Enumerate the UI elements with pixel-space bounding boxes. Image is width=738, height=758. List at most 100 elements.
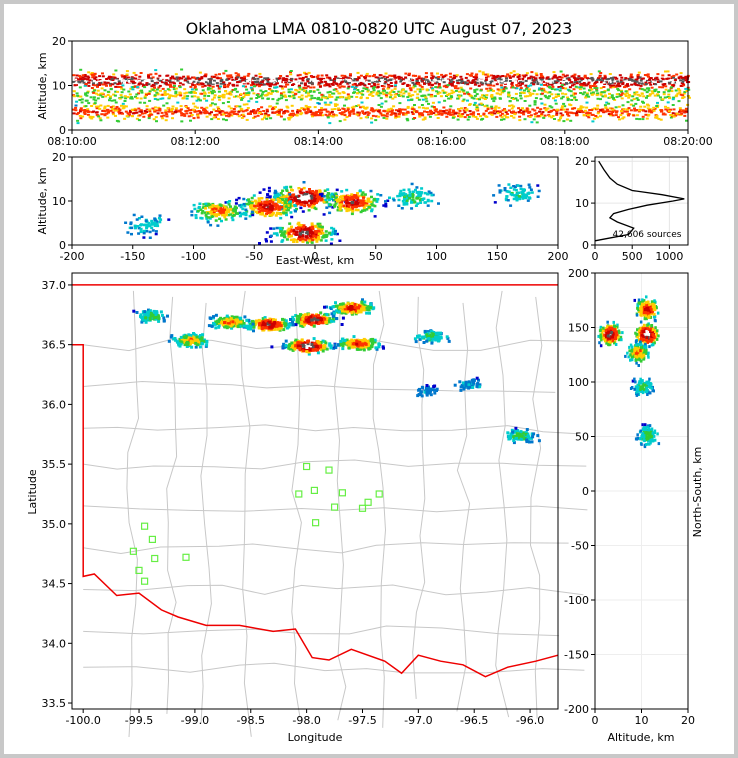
source-point [218,203,222,206]
source-point [99,119,103,122]
source-point [667,79,671,82]
source-point [145,111,149,113]
source-point [417,83,421,86]
source-point [111,83,115,86]
source-point [344,110,347,113]
source-point [493,112,497,115]
source-point [582,84,586,87]
source-point [519,88,522,91]
source-point [144,92,148,95]
source-point [296,74,300,77]
source-point [86,78,90,81]
source-point [317,77,321,80]
source-point [359,117,363,120]
source-point [540,102,544,105]
source-point [393,74,397,77]
source-point [303,71,306,74]
source-point [555,113,559,116]
source-point [402,88,405,91]
source-point [208,81,212,84]
source-point [231,211,235,214]
source-point [357,104,361,107]
source-point [648,93,652,96]
source-point [397,77,401,80]
source-point [534,79,538,82]
source-point [342,108,346,111]
source-point [369,200,373,204]
source-point [359,96,363,99]
source-point [432,106,436,108]
source-point [398,111,402,114]
source-point [313,348,317,351]
source-point [620,97,624,100]
source-point [367,83,371,85]
source-point [228,113,232,116]
source-point [527,192,531,195]
source-point [436,92,440,95]
source-point [601,108,605,111]
source-point [288,79,292,82]
source-point [591,113,595,116]
source-point [681,109,685,112]
source-point [550,116,554,119]
source-point [261,209,265,212]
source-point [285,185,289,189]
source-point [586,112,590,115]
source-point [292,238,296,241]
source-point [357,194,361,198]
source-point [133,226,137,230]
source-point [170,107,174,110]
source-point [569,90,573,93]
source-point [336,79,340,82]
source-point [238,211,242,215]
source-point [655,76,659,79]
source-point [562,120,566,123]
source-point [640,82,644,85]
source-point [518,84,522,87]
source-point [522,196,526,199]
source-point [199,112,203,115]
source-point [284,78,288,80]
source-point [465,109,469,112]
source-point [320,107,324,109]
source-point [362,206,366,210]
source-point [205,216,209,219]
source-point [242,81,246,84]
source-point [527,183,531,186]
source-point [619,80,623,83]
source-point [458,79,462,82]
source-point [279,196,283,199]
source-point [217,96,221,99]
source-point [93,73,97,76]
source-point [459,75,463,78]
source-point [300,188,304,191]
source-point [83,109,87,111]
source-point [627,96,631,99]
source-point [218,109,222,111]
source-point [217,209,221,213]
source-point [284,99,288,102]
source-point [139,109,143,112]
source-point [169,94,173,97]
source-point [571,107,575,110]
source-point [408,190,412,194]
source-point [311,238,315,242]
source-point [318,91,322,94]
source-point [678,107,682,110]
source-point [339,203,343,206]
source-point [376,76,380,79]
source-point [323,79,326,82]
source-point [164,82,168,85]
source-point [602,110,605,113]
source-point [617,116,620,119]
source-point [426,80,430,83]
source-point [175,93,179,96]
source-point [348,202,352,205]
source-point [310,94,314,97]
source-point [297,237,301,240]
source-point [500,112,504,115]
source-point [542,116,546,119]
source-point [145,224,149,227]
source-point [330,238,334,241]
source-point [431,101,435,104]
